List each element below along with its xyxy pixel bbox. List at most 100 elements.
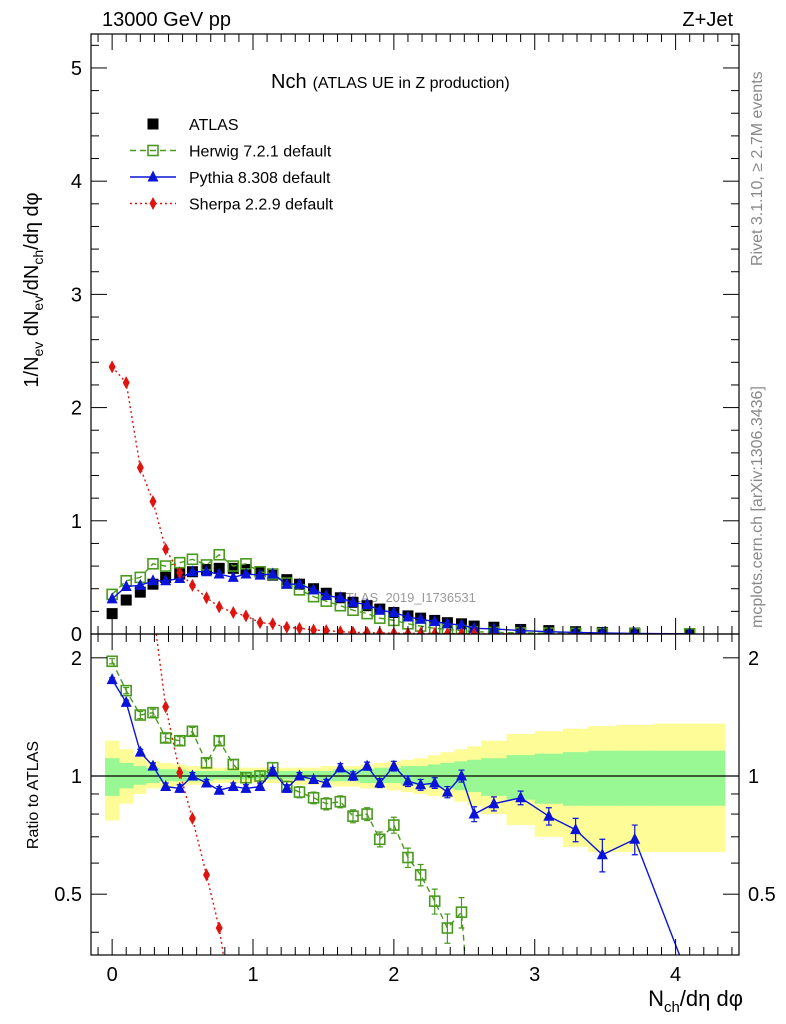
rivet-side-label: Rivet 3.1.10, ≥ 2.7M events	[749, 71, 766, 266]
sherpa-point	[256, 616, 264, 630]
stat-band-bin	[333, 769, 348, 782]
ratio-pythia-point	[441, 785, 453, 797]
stat-band-bin	[616, 750, 655, 806]
energy-label: 13000 GeV pp	[102, 9, 231, 31]
pythia-point	[120, 579, 132, 591]
ratio-herwig-point	[402, 851, 414, 864]
ratio-herwig-point	[147, 706, 159, 719]
legend: ATLAS Herwig 7.2.1 default Pythia 8.308 de…	[130, 117, 334, 214]
sherpa-point	[269, 617, 277, 631]
sherpa-point	[203, 591, 211, 605]
pythia-point	[308, 583, 320, 595]
y-tick-label: 0	[71, 624, 82, 646]
pythia-point	[571, 625, 580, 634]
ratio-pythia-point	[361, 759, 373, 771]
ratio-herwig-errorbar	[123, 686, 130, 695]
ratio-herwig-errorbar	[431, 888, 438, 915]
ratio-pythia-point	[147, 759, 159, 771]
ratio-herwig-errorbar	[404, 847, 411, 869]
herwig-point	[213, 548, 225, 561]
ratio-pythia-point	[402, 774, 414, 786]
sherpa-point	[336, 625, 344, 634]
ratio-pythia-point	[134, 745, 146, 757]
ratio-pythia-point	[254, 780, 266, 792]
sherpa-point	[136, 461, 144, 475]
pythia-point	[267, 567, 279, 579]
legend-herwig-label: Herwig 7.2.1 default	[189, 144, 332, 161]
sherpa-point	[443, 627, 451, 634]
ratio-herwig-point	[441, 922, 454, 934]
ratio-pythia-point	[106, 673, 118, 685]
pythia-point	[293, 577, 305, 589]
ratio-herwig-point	[361, 808, 373, 820]
sherpa-point	[229, 605, 237, 619]
ratio-herwig-point	[428, 895, 441, 907]
ratio-y-tick-label-left: 1	[71, 766, 82, 788]
pythia-point	[598, 626, 607, 634]
stat-band-bin	[212, 770, 227, 780]
main-panel-series	[106, 360, 696, 634]
ratio-herwig-point	[213, 734, 225, 747]
pythia-point	[374, 603, 386, 615]
ratio-pythia-point	[174, 781, 186, 793]
ratio-panel-ticks: 0.5 0.5 1 1 2 2 0 1 2 3 4	[54, 634, 776, 986]
stat-band-bin	[481, 758, 507, 796]
sherpa-point	[162, 542, 170, 556]
ratio-pythia-point	[388, 759, 400, 771]
ratio-pythia-point	[320, 776, 332, 788]
ratio-y-tick-label-right: 1	[748, 766, 759, 788]
ratio-herwig-point	[388, 819, 400, 831]
ratio-herwig-errorbar	[162, 733, 169, 743]
ratio-pythia-point	[240, 781, 252, 793]
ratio-pythia-point	[455, 769, 467, 781]
ratio-herwig-point	[455, 906, 468, 918]
herwig-line	[111, 553, 690, 634]
ratio-herwig-point	[173, 734, 186, 747]
pythia-point	[186, 565, 198, 577]
x-tick-label: 4	[670, 964, 681, 986]
ratio-uncertainty-bands	[105, 723, 726, 853]
ratio-pythia-point	[543, 809, 555, 821]
ratio-herwig-point	[307, 792, 320, 804]
ratio-sherpa-line	[155, 634, 225, 955]
pythia-point	[240, 567, 252, 579]
pythia-point	[281, 577, 293, 589]
ratio-sherpa-point	[215, 921, 223, 935]
legend-atlas-label: ATLAS	[189, 117, 239, 134]
herwig-point	[186, 553, 199, 566]
ratio-herwig-errorbar	[337, 795, 344, 809]
pythia-point	[441, 617, 453, 629]
pythia-point	[201, 565, 213, 577]
stat-band-bin	[386, 767, 402, 783]
x-tick-label: 1	[247, 964, 258, 986]
sherpa-point	[470, 627, 478, 634]
ratio-pythia-point	[374, 776, 386, 788]
atlas-point	[106, 608, 118, 620]
y-tick-label: 5	[71, 58, 82, 80]
stat-band-bin	[279, 770, 295, 780]
ratio-pythia-point	[281, 781, 293, 793]
ratio-pythia-point	[468, 807, 480, 819]
ratio-pythia-point	[213, 783, 225, 795]
ratio-pythia-point	[120, 695, 132, 707]
ratio-herwig-errorbar	[149, 708, 156, 717]
herwig-point	[147, 558, 159, 570]
ratio-herwig-errorbar	[444, 913, 451, 944]
stat-band-bin	[534, 753, 564, 804]
atlas-point	[227, 562, 239, 574]
x-tick-label: 0	[107, 964, 118, 986]
herwig-point	[159, 560, 172, 572]
pythia-point	[415, 612, 427, 624]
ratio-sherpa-point	[203, 868, 211, 882]
atlas-point	[134, 586, 146, 598]
ratio-pythia-point	[596, 848, 608, 860]
legend-atlas-marker	[147, 118, 159, 130]
pythia-point	[429, 615, 441, 627]
y-tick-label: 3	[71, 284, 82, 306]
pythia-point	[227, 570, 239, 582]
pythia-point	[254, 568, 266, 580]
y-tick-label: 2	[71, 398, 82, 420]
pythia-point	[213, 567, 225, 579]
stat-band-bin	[654, 750, 726, 806]
